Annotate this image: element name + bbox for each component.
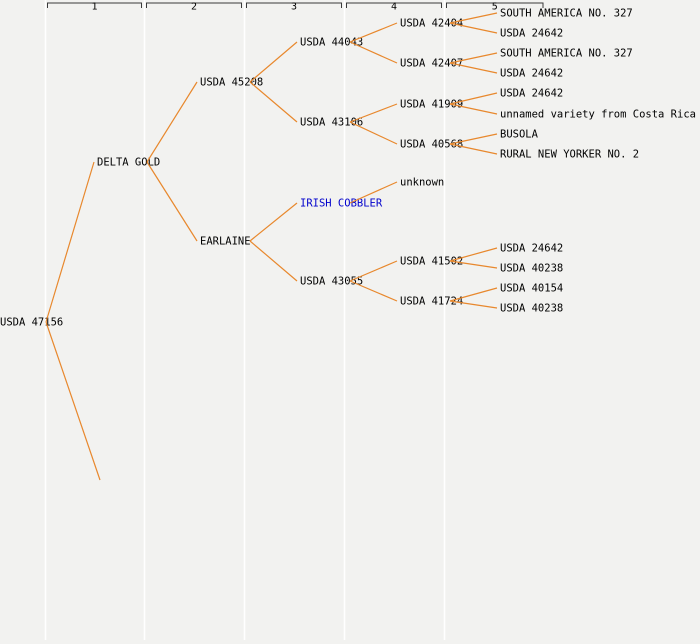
generation-number-3: 3 bbox=[291, 2, 297, 13]
pedigree-edge-earlaine-irishcobbler bbox=[249, 202, 298, 242]
tree-node-rny2[interactable]: RURAL NEW YORKER NO. 2 bbox=[500, 149, 639, 161]
pedigree-edge-usda42404-usda24642a bbox=[449, 22, 498, 34]
tree-node-irishcobbler[interactable]: IRISH COBBLER bbox=[300, 198, 383, 210]
pedigree-edge-usda43106-usda41909 bbox=[349, 103, 398, 123]
tree-node-sa327b[interactable]: SOUTH AMERICA NO. 327 bbox=[500, 48, 633, 60]
tree-node-usda24642a[interactable]: USDA 24642 bbox=[500, 28, 563, 40]
generation-number-5: 5 bbox=[492, 2, 498, 13]
pedigree-edge-irishcobbler-unknown bbox=[349, 181, 398, 204]
pedigree-edge-usda45208-usda44043 bbox=[249, 41, 298, 83]
pedigree-edge-usda47156-branchend bbox=[45, 321, 101, 481]
tree-node-busola[interactable]: BUSOLA bbox=[500, 129, 539, 141]
tree-node-usda42407[interactable]: USDA 42407 bbox=[400, 58, 463, 70]
tree-node-earlaine[interactable]: EARLAINE bbox=[200, 236, 251, 248]
tree-node-usda24642b[interactable]: USDA 24642 bbox=[500, 68, 563, 80]
pedigree-edge-usda40568-busola bbox=[449, 133, 498, 145]
generation-bracket-4 bbox=[346, 2, 442, 8]
pedigree-edge-deltagold-usda45208 bbox=[146, 81, 198, 163]
pedigree-edge-usda44043-usda42407 bbox=[349, 41, 398, 64]
tree-node-usda44043[interactable]: USDA 44043 bbox=[300, 37, 363, 49]
pedigree-edge-usda41502-usda40238a bbox=[449, 260, 498, 269]
generation-number-1: 1 bbox=[91, 2, 97, 13]
tree-node-usda40238b[interactable]: USDA 40238 bbox=[500, 303, 563, 315]
generation-bracket-1 bbox=[47, 2, 142, 8]
pedigree-edge-deltagold-earlaine bbox=[146, 161, 198, 242]
generation-bracket-5 bbox=[446, 2, 544, 8]
pedigree-edge-usda42407-usda24642b bbox=[449, 62, 498, 74]
tree-node-usda43055[interactable]: USDA 43055 bbox=[300, 276, 363, 288]
pedigree-edge-usda43106-usda40568 bbox=[349, 121, 398, 145]
tree-node-usda43106[interactable]: USDA 43106 bbox=[300, 117, 363, 129]
pedigree-edge-usda41909-costarica bbox=[449, 103, 498, 115]
tree-node-usda40154[interactable]: USDA 40154 bbox=[500, 283, 563, 295]
tree-node-usda41502[interactable]: USDA 41502 bbox=[400, 256, 463, 268]
pedigree-edge-usda43055-usda41502 bbox=[349, 260, 398, 282]
tree-node-usda41909[interactable]: USDA 41909 bbox=[400, 99, 463, 111]
tree-node-usda40238a[interactable]: USDA 40238 bbox=[500, 263, 563, 275]
tree-node-costarica[interactable]: unnamed variety from Costa Rica bbox=[500, 109, 696, 121]
tree-node-usda40568[interactable]: USDA 40568 bbox=[400, 139, 463, 151]
pedigree-edge-usda41502-usda24642d bbox=[449, 247, 498, 262]
tree-node-usda41724[interactable]: USDA 41724 bbox=[400, 296, 463, 308]
pedigree-edge-usda42407-sa327b bbox=[449, 52, 498, 64]
tree-node-sa327a[interactable]: SOUTH AMERICA NO. 327 bbox=[500, 8, 633, 20]
pedigree-edge-usda41909-usda24642c bbox=[449, 92, 498, 105]
pedigree-edge-usda47156-deltagold bbox=[45, 161, 95, 323]
pedigree-edge-usda43055-usda41724 bbox=[349, 280, 398, 302]
tree-node-usda45208[interactable]: USDA 45208 bbox=[200, 77, 263, 89]
tree-node-usda42404[interactable]: USDA 42404 bbox=[400, 18, 463, 30]
tree-node-usda24642d[interactable]: USDA 24642 bbox=[500, 243, 563, 255]
generation-bracket-2 bbox=[146, 2, 242, 8]
pedigree-edge-usda42404-sa327a bbox=[449, 12, 498, 24]
generation-number-2: 2 bbox=[191, 2, 197, 13]
pedigree-edge-earlaine-usda43055 bbox=[249, 240, 298, 282]
tree-node-deltagold[interactable]: DELTA GOLD bbox=[97, 157, 160, 169]
pedigree-edge-usda45208-usda43106 bbox=[249, 81, 298, 123]
generation-number-4: 4 bbox=[391, 2, 397, 13]
pedigree-edge-usda41724-usda40154 bbox=[449, 287, 498, 302]
tree-node-usda47156[interactable]: USDA 47156 bbox=[0, 317, 63, 329]
pedigree-edge-usda44043-usda42404 bbox=[349, 22, 398, 43]
tree-node-usda24642c[interactable]: USDA 24642 bbox=[500, 88, 563, 100]
tree-node-unknown[interactable]: unknown bbox=[400, 177, 444, 189]
generation-bracket-3 bbox=[246, 2, 342, 8]
pedigree-edge-usda41724-usda40238b bbox=[449, 300, 498, 309]
pedigree-edge-usda40568-rny2 bbox=[449, 143, 498, 155]
